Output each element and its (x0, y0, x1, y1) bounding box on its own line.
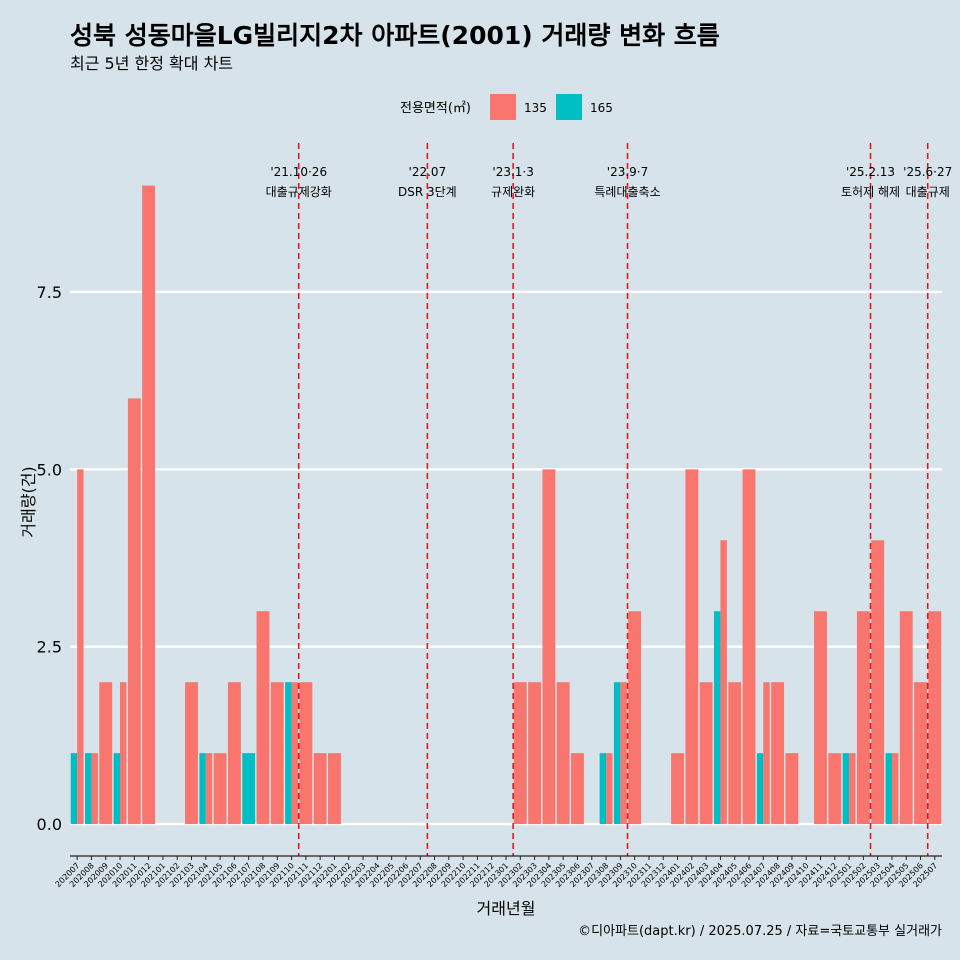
y-tick-label: 2.5 (37, 638, 62, 657)
legend-title: 전용면적(㎡) (400, 101, 471, 116)
bar-135 (328, 753, 341, 825)
chart-caption: ©디아파트(dapt.kr) / 2025.07.25 / 자료=국토교통부 실… (578, 924, 942, 939)
event-label-text: 토허제 해제 (841, 185, 900, 199)
bar-135 (742, 469, 756, 825)
event-label-date: '23.1·3 (492, 165, 533, 179)
bar-135 (213, 753, 227, 825)
bar-135 (720, 540, 727, 825)
bar-165 (599, 753, 607, 825)
bar-135 (606, 753, 613, 825)
bar-135 (814, 611, 827, 825)
bar-165 (756, 753, 764, 825)
bar-165 (70, 753, 78, 825)
event-label-date: '21.10·26 (270, 165, 327, 179)
bar-135 (671, 753, 684, 825)
bar-165 (713, 611, 721, 825)
event-label-text: 규제완화 (491, 185, 535, 199)
bar-135 (142, 185, 156, 825)
bar-135 (91, 753, 98, 825)
bar-135 (899, 611, 913, 825)
bar-135 (785, 753, 799, 825)
bar-135 (99, 682, 113, 825)
gridlines (70, 290, 942, 826)
y-tick-label: 0.0 (37, 815, 62, 834)
bar-165 (842, 753, 850, 825)
bar-135 (620, 682, 627, 825)
bar-165 (285, 682, 292, 825)
y-axis: 0.0 2.5 5.0 7.5 (37, 283, 62, 834)
event-label-text: 특례대출축소 (594, 185, 660, 199)
chart-subtitle: 최근 5년 한정 확대 차트 (70, 54, 233, 73)
bar-165 (199, 753, 206, 825)
bar-135 (763, 682, 770, 825)
event-label-date: '25.6·27 (903, 165, 952, 179)
bar-135 (127, 398, 141, 825)
event-label-date: '23.9·7 (607, 165, 648, 179)
bar-135 (270, 682, 284, 825)
bar-135 (571, 753, 584, 825)
bar-135 (528, 682, 542, 825)
bar-135 (77, 469, 84, 825)
bar-135 (205, 753, 213, 825)
legend-swatch-135 (490, 94, 516, 120)
bar-135 (120, 682, 127, 825)
legend-swatch-165 (556, 94, 582, 120)
x-axis-title: 거래년월 (477, 899, 536, 918)
y-tick-label: 7.5 (37, 283, 62, 302)
y-axis-title: 거래량(건) (19, 466, 38, 537)
event-label-date: '25.2.13 (846, 165, 895, 179)
bar-135 (685, 469, 699, 825)
bar-135 (728, 682, 742, 825)
bar-165 (613, 682, 621, 825)
bar-135 (185, 682, 198, 825)
event-label-text: DSR 3단계 (398, 185, 457, 199)
legend: 전용면적(㎡) 135 165 (400, 94, 613, 120)
bar-135 (849, 753, 856, 825)
bar-135 (291, 682, 299, 825)
bar-135 (771, 682, 785, 825)
bar-135 (227, 682, 241, 825)
event-annotations: '21.10·26 대출규제강화 '22.07 DSR 3단계 '23.1·3 규제완화 '… (266, 143, 952, 856)
bar-165 (242, 753, 256, 825)
bar-135 (891, 753, 899, 825)
bar-165 (113, 753, 121, 825)
legend-label-165: 165 (590, 101, 613, 115)
bar-135 (556, 682, 570, 825)
event-label-text: 대출규제강화 (266, 185, 332, 199)
bar-165 (85, 753, 92, 825)
bar-135 (828, 753, 842, 825)
bar-165 (885, 753, 892, 825)
bar-135 (914, 682, 927, 825)
chart-title: 성북 성동마을LG빌리지2차 아파트(2001) 거래량 변화 흐름 (70, 21, 720, 50)
x-axis: 2020072020082020092020102020112020122021… (54, 855, 942, 889)
bar-135 (542, 469, 556, 825)
bar-135 (928, 611, 942, 825)
bar-135 (256, 611, 270, 825)
bar-135 (513, 682, 527, 825)
bar-135 (871, 540, 885, 825)
event-label-text: 대출규제 (906, 185, 950, 199)
bar-135 (856, 611, 870, 825)
bar-135 (313, 753, 327, 825)
y-tick-label: 5.0 (37, 460, 62, 479)
bar-135 (628, 611, 642, 825)
bars (70, 185, 942, 825)
bar-135 (299, 682, 313, 825)
event-label-date: '22.07 (409, 165, 447, 179)
legend-label-135: 135 (524, 101, 547, 115)
bar-135 (699, 682, 713, 825)
